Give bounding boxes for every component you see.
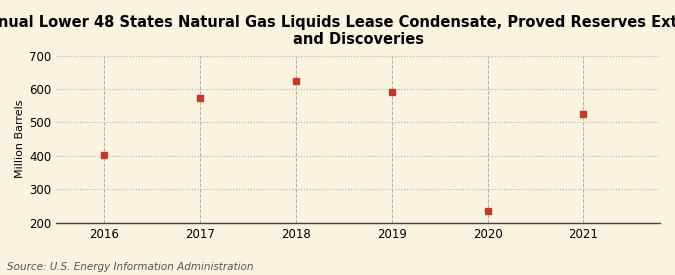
Title: Annual Lower 48 States Natural Gas Liquids Lease Condensate, Proved Reserves Ext: Annual Lower 48 States Natural Gas Liqui…: [0, 15, 675, 47]
Text: Source: U.S. Energy Information Administration: Source: U.S. Energy Information Administ…: [7, 262, 253, 272]
Y-axis label: Million Barrels: Million Barrels: [15, 100, 25, 178]
